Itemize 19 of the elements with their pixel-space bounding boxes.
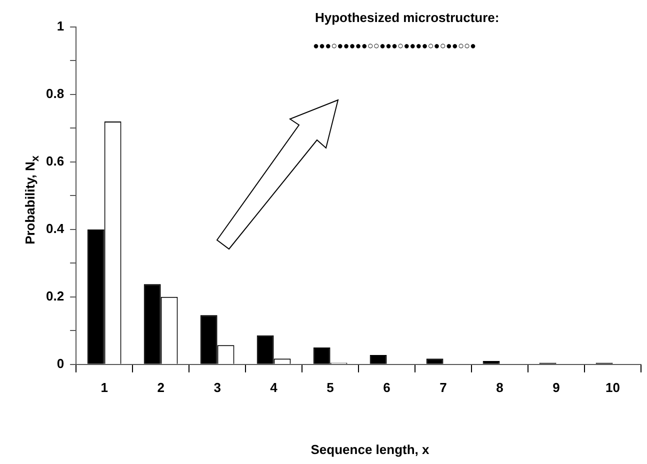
y-tick-label: 0 [56,356,64,371]
x-tick-label: 5 [326,380,334,395]
x-tick-label: 7 [440,380,447,395]
x-tick-label: 3 [214,380,221,395]
x-tick-label: 8 [496,380,504,395]
y-tick-label: 0.2 [46,288,64,304]
y-tick-label: 0.4 [46,221,65,236]
annotation: ●●●○●●●●●○○●●●○●●●●○●○●●○○● [313,41,476,52]
y-tick-label: 0.6 [46,154,64,169]
x-tick-label: 4 [270,380,278,395]
x-axis-title: Sequence length, x [310,442,430,457]
y-tick-label: 1 [56,18,64,34]
x-tick-label: 9 [552,380,560,395]
x-tick-label: 2 [157,380,164,395]
x-tick-label: 10 [606,380,620,395]
x-tick-label: 1 [100,380,108,395]
text: Hypothesized microstructure: [315,10,500,25]
y-tick-label: 0.8 [46,86,64,102]
x-tick-label: 6 [383,380,390,395]
